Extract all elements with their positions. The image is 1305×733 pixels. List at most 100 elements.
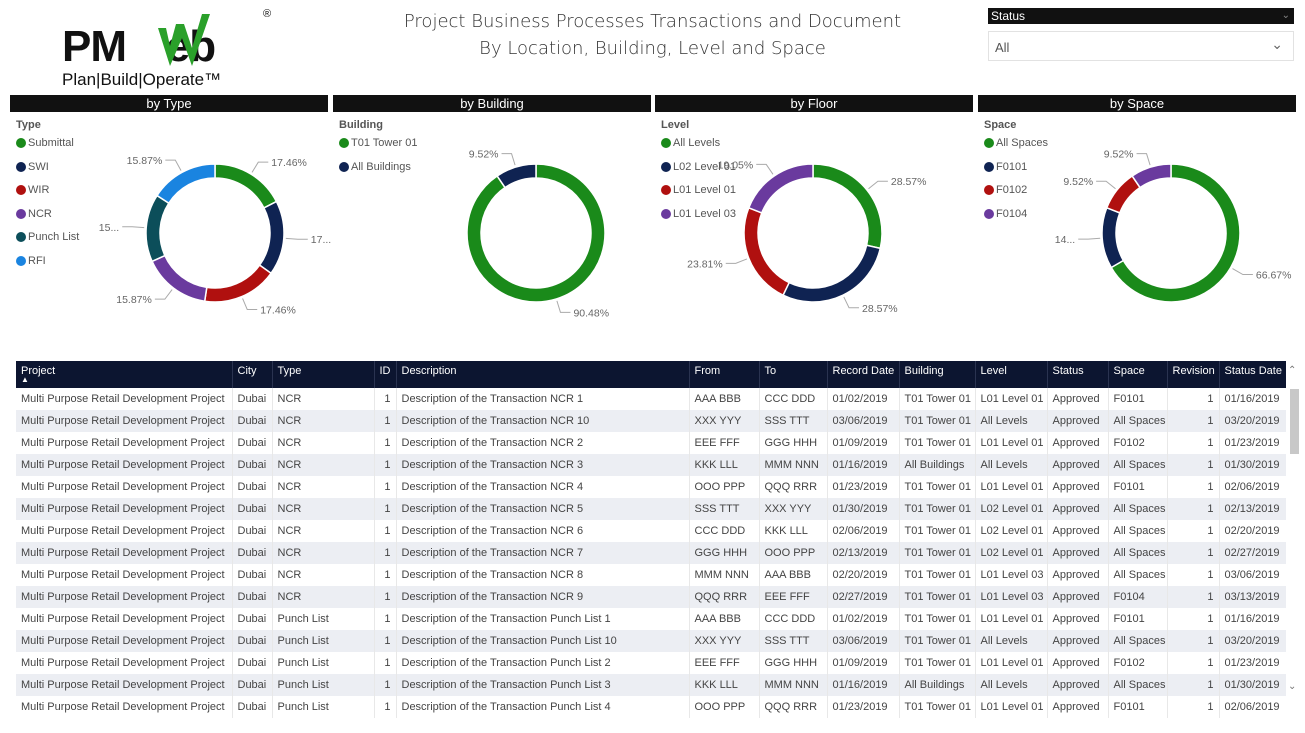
donut-chart-svg[interactable]: 66.67% 14... 9.52% 9.52%	[978, 95, 1296, 325]
donut-chart-svg[interactable]: 17.46% 17... 17.46% 15.87% 15... 15.87%	[10, 95, 331, 325]
chevron-down-icon[interactable]: ⌄	[1288, 681, 1297, 692]
table-cell: Dubai	[232, 410, 273, 432]
legend-item[interactable]: T01 Tower 01	[339, 137, 417, 161]
table-cell: Description of the Transaction Punch Lis…	[396, 652, 690, 674]
donut-chart-svg[interactable]: 28.57% 28.57% 23.81% 19.05%	[655, 95, 973, 325]
column-header[interactable]: Revision	[1167, 361, 1220, 388]
data-label: 15.87%	[127, 155, 163, 167]
status-slicer-header: Status ⌄	[988, 8, 1294, 24]
column-header[interactable]: Type	[272, 361, 375, 388]
table-row[interactable]: Multi Purpose Retail Development Project…	[16, 564, 1286, 586]
donut-chart-svg[interactable]: 90.48% 9.52%	[333, 95, 651, 325]
column-header[interactable]: Space	[1108, 361, 1168, 388]
table-row[interactable]: Multi Purpose Retail Development Project…	[16, 410, 1286, 432]
column-header[interactable]: Project ▲	[16, 361, 233, 388]
table-row[interactable]: Multi Purpose Retail Development Project…	[16, 630, 1286, 652]
column-header[interactable]: Record Date	[827, 361, 900, 388]
column-header[interactable]: City	[232, 361, 273, 388]
data-label: 66.67%	[1256, 270, 1292, 282]
donut-slice[interactable]	[812, 163, 883, 250]
donut-slice[interactable]	[782, 244, 882, 303]
legend-item[interactable]: F0104	[984, 208, 1048, 232]
chart-by-space[interactable]: by Space Space All Spaces F0101 F0102 F0104…	[978, 95, 1296, 325]
table-row[interactable]: Multi Purpose Retail Development Project…	[16, 498, 1286, 520]
table-cell: GGG HHH	[759, 432, 828, 454]
chart-title: by Type	[10, 95, 328, 112]
legend-item[interactable]: All Buildings	[339, 161, 417, 185]
donut-slice[interactable]	[151, 254, 208, 303]
legend-item[interactable]: F0101	[984, 161, 1048, 185]
legend-dot-icon	[661, 138, 671, 148]
column-header[interactable]: Status Date	[1219, 361, 1286, 388]
table-row[interactable]: Multi Purpose Retail Development Project…	[16, 454, 1286, 476]
table-row[interactable]: Multi Purpose Retail Development Project…	[16, 652, 1286, 674]
table-cell: L01 Level 01	[975, 476, 1048, 498]
chart-by-building[interactable]: by Building Building T01 Tower 01 All Bui…	[333, 95, 651, 325]
legend-item[interactable]: All Levels	[661, 137, 736, 161]
table-cell: 02/13/2019	[1219, 498, 1286, 520]
scrollbar-thumb[interactable]	[1290, 389, 1299, 454]
legend: All Spaces F0101 F0102 F0104	[984, 137, 1048, 231]
table-cell: T01 Tower 01	[899, 432, 976, 454]
table-row[interactable]: Multi Purpose Retail Development Project…	[16, 542, 1286, 564]
donut-slice[interactable]	[496, 163, 537, 189]
legend-item[interactable]: L01 Level 01	[661, 184, 736, 208]
chevron-down-icon[interactable]: ⌄	[1281, 10, 1290, 21]
donut-slice[interactable]	[1101, 206, 1125, 269]
chevron-down-icon[interactable]: ⌄	[1271, 36, 1283, 52]
column-header[interactable]: ID	[374, 361, 397, 388]
donut-slice[interactable]	[743, 206, 791, 297]
table-row[interactable]: Multi Purpose Retail Development Project…	[16, 520, 1286, 542]
donut-slice[interactable]	[747, 163, 814, 214]
column-header[interactable]: Status	[1047, 361, 1109, 388]
column-header[interactable]: Building	[899, 361, 976, 388]
table-row[interactable]: Multi Purpose Retail Development Project…	[16, 388, 1286, 410]
donut-slice[interactable]	[1131, 163, 1172, 189]
legend-dot-icon	[984, 161, 994, 172]
donut-slice[interactable]	[466, 163, 606, 303]
table-cell: Description of the Transaction Punch Lis…	[396, 674, 690, 696]
status-slicer[interactable]: Status ⌄ All ⌄	[988, 8, 1294, 61]
table-row[interactable]: Multi Purpose Retail Development Project…	[16, 476, 1286, 498]
chart-by-type[interactable]: by Type Type Submittal SWI WIR NCR Punch Lis…	[10, 95, 331, 325]
legend-item[interactable]: F0102	[984, 184, 1048, 208]
table-scrollbar[interactable]: ⌃ ⌄	[1288, 361, 1302, 701]
table-row[interactable]: Multi Purpose Retail Development Project…	[16, 674, 1286, 696]
sort-ascending-icon[interactable]: ▲	[21, 375, 29, 384]
legend-item[interactable]: RFI	[16, 255, 79, 279]
table-cell: T01 Tower 01	[899, 410, 976, 432]
column-header[interactable]: Description	[396, 361, 690, 388]
legend-item[interactable]: L01 Level 03	[661, 208, 736, 232]
donut-slice[interactable]	[214, 163, 278, 209]
table-cell: All Spaces	[1108, 454, 1168, 476]
transactions-table[interactable]: Project ▲ City Type ID Description From To Recor…	[16, 361, 1286, 733]
table-cell: Multi Purpose Retail Development Project	[16, 608, 233, 630]
table-row[interactable]: Multi Purpose Retail Development Project…	[16, 696, 1286, 718]
donut-slice[interactable]	[145, 194, 170, 263]
legend-item[interactable]: NCR	[16, 208, 79, 232]
table-row[interactable]: Multi Purpose Retail Development Project…	[16, 586, 1286, 608]
table-cell: OOO PPP	[689, 696, 760, 718]
table-row[interactable]: Multi Purpose Retail Development Project…	[16, 432, 1286, 454]
column-header[interactable]: To	[759, 361, 828, 388]
table-cell: 1	[1167, 498, 1220, 520]
legend-item[interactable]: Punch List	[16, 231, 79, 255]
legend-title: Building	[339, 119, 383, 131]
column-header[interactable]: From	[689, 361, 760, 388]
legend-title: Space	[984, 119, 1017, 131]
status-dropdown[interactable]: All ⌄	[988, 31, 1294, 61]
legend-item[interactable]: WIR	[16, 184, 79, 208]
chart-by-floor[interactable]: by Floor Level All Levels L02 Level 01 L01…	[655, 95, 973, 325]
table-row[interactable]: Multi Purpose Retail Development Project…	[16, 608, 1286, 630]
table-cell: Multi Purpose Retail Development Project	[16, 696, 233, 718]
legend-dot-icon	[16, 161, 26, 172]
donut-slice[interactable]	[203, 264, 273, 303]
chevron-up-icon[interactable]: ⌃	[1288, 365, 1297, 376]
column-header[interactable]: Level	[975, 361, 1048, 388]
donut-slice[interactable]	[258, 200, 285, 275]
legend-item[interactable]: Submittal	[16, 137, 79, 161]
legend-item[interactable]: All Spaces	[984, 137, 1048, 161]
donut-slice[interactable]	[156, 163, 216, 205]
legend-item[interactable]: SWI	[16, 161, 79, 185]
legend-item[interactable]: L02 Level 01	[661, 161, 736, 185]
